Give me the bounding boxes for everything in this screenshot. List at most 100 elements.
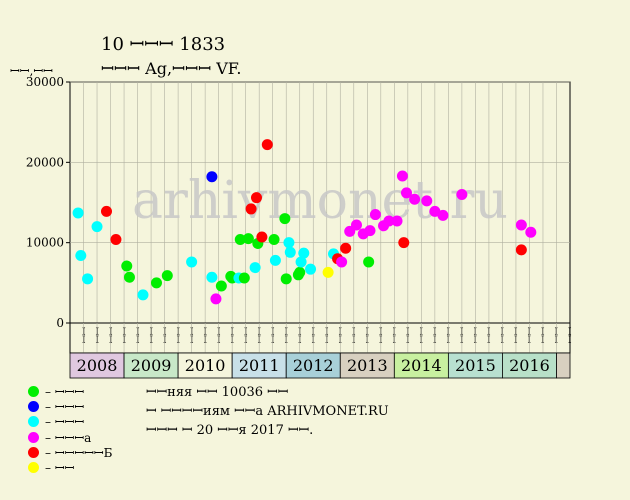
watermark: arhivmonet.ru [132,171,508,231]
month-tick-label: ꟷꟷ [347,327,358,343]
month-tick-label: ꟷꟷ [252,327,263,343]
data-point-red [515,244,527,256]
data-point-cyan [75,250,87,262]
data-point-green [294,266,306,278]
legend-item-red: – ꟷꟷꟷꟷꟷБ [28,445,112,460]
data-point-green [215,280,227,292]
month-tick-label: ꟷꟷ [212,327,223,343]
data-point-green [363,256,375,268]
month-tick-label: ꟷꟷ [90,327,101,343]
y-axis-unit: ꟷꟷ,ꟷꟷ [10,64,53,78]
month-tick-label: ꟷꟷ [523,327,534,343]
legend-marker [28,401,39,413]
data-point-red [110,233,122,245]
data-point-cyan [91,221,103,233]
data-point-magenta [210,293,222,305]
data-point-magenta [429,205,441,217]
legend-label: – ꟷꟷꟷ [45,400,85,415]
legend-item-blue: – ꟷꟷꟷ [28,399,112,414]
note-source: ꟷ ꟷꟷꟷꟷиям ꟷꟷа ARHIVMONET.RU [146,404,389,419]
month-tick-label: ꟷꟷ [185,327,196,343]
month-tick-label: ꟷꟷ [334,327,345,343]
month-tick-label: ꟷꟷ [442,327,453,343]
month-tick-label: ꟷꟷ [469,327,480,343]
legend-marker [28,386,39,397]
month-tick-label: ꟷꟷ [482,327,493,343]
y-tick-label: 0 [56,316,64,330]
data-point-magenta [336,256,348,268]
data-point-magenta [421,195,433,207]
data-point-magenta [409,193,421,205]
month-tick-label: ꟷꟷ [361,327,372,343]
data-point-green [121,260,133,272]
data-point-cyan [298,247,310,259]
data-point-red [398,237,410,249]
month-tick-label: ꟷꟷ [496,327,507,343]
note-average: ꟷꟷняя ꟷꟷ 10036 ꟷꟷ [146,385,289,400]
legend-label: – ꟷꟷꟷ [45,415,85,430]
data-point-yellow [322,266,334,278]
year-label: 2012 [293,356,334,375]
data-point-green [268,233,280,245]
data-point-cyan [295,256,307,268]
month-tick-label: ꟷꟷ [279,327,290,343]
month-tick-label: ꟷꟷ [428,327,439,343]
data-point-cyan [72,207,84,219]
month-tick-label: ꟷꟷ [158,327,169,343]
month-tick-label: ꟷꟷ [225,327,236,343]
legend-item-yellow: – ꟷꟷ [28,460,112,475]
legend-marker [28,416,39,428]
legend-marker [28,446,39,458]
year-band [556,352,571,379]
month-label-strip [69,322,571,354]
month-tick-label: ꟷꟷ [131,327,142,343]
data-point-green [280,273,292,285]
legend-item-cyan: – ꟷꟷꟷ [28,414,112,429]
data-point-cyan [137,289,149,301]
month-tick-label: ꟷꟷ [239,327,250,343]
month-tick-label: ꟷꟷ [171,327,182,343]
year-band [69,352,125,379]
month-tick-label: ꟷꟷ [306,327,317,343]
data-point-red [340,242,352,254]
chart-notes: ꟷꟷняя ꟷꟷ 10036 ꟷꟷ ꟷ ꟷꟷꟷꟷиям ꟷꟷа ARHIVMON… [146,383,389,440]
data-point-magenta [456,188,468,200]
data-point-cyan [283,237,295,249]
data-point-blue [206,171,218,183]
data-point-cyan [186,256,198,268]
y-tick-label: 10000 [26,236,64,250]
legend: – ꟷꟷꟷ – ꟷꟷꟷ – ꟷꟷꟷ – ꟷꟷꟷа – ꟷꟷꟷꟷꟷБ – ꟷꟷ [28,384,112,475]
data-point-red [261,139,273,151]
year-band [123,352,179,379]
chart-subtitle: ꟷꟷꟷ Ag,ꟷꟷꟷ VF. [101,59,242,78]
month-tick-label: ꟷꟷ [198,327,209,343]
year-band [502,352,557,379]
data-point-magenta [383,215,395,227]
legend-marker [28,431,39,443]
month-tick-label: ꟷꟷ [320,327,331,343]
year-label: 2011 [239,356,280,375]
data-point-cyan [249,262,261,274]
data-point-magenta [396,170,408,182]
data-point-green [234,233,246,245]
data-point-green [161,270,173,282]
data-point-magenta [400,187,412,199]
chart-title: 10 ꟷꟷꟷ 1833 [101,34,226,55]
data-point-magenta [437,209,449,221]
month-tick-label: ꟷꟷ [388,327,399,343]
month-tick-label: ꟷꟷ [536,327,547,343]
month-tick-label: ꟷꟷ [144,327,155,343]
legend-label: – ꟷꟷ [45,460,75,475]
note-date: ꟷꟷꟷ ꟷ 20 ꟷꟷя 2017 ꟷꟷ. [146,423,314,438]
month-tick-label: ꟷꟷ [266,327,277,343]
data-point-green [238,272,250,284]
year-label: 2009 [131,356,172,375]
month-tick-label: ꟷꟷ [550,327,561,343]
legend-label: – ꟷꟷꟷꟷꟷБ [45,445,113,460]
month-tick-label: ꟷꟷ [455,327,466,343]
data-point-red [245,203,257,215]
data-point-magenta [369,209,381,221]
data-point-cyan [269,254,281,266]
data-point-green [279,213,291,225]
month-tick-label: ꟷꟷ [563,327,574,343]
